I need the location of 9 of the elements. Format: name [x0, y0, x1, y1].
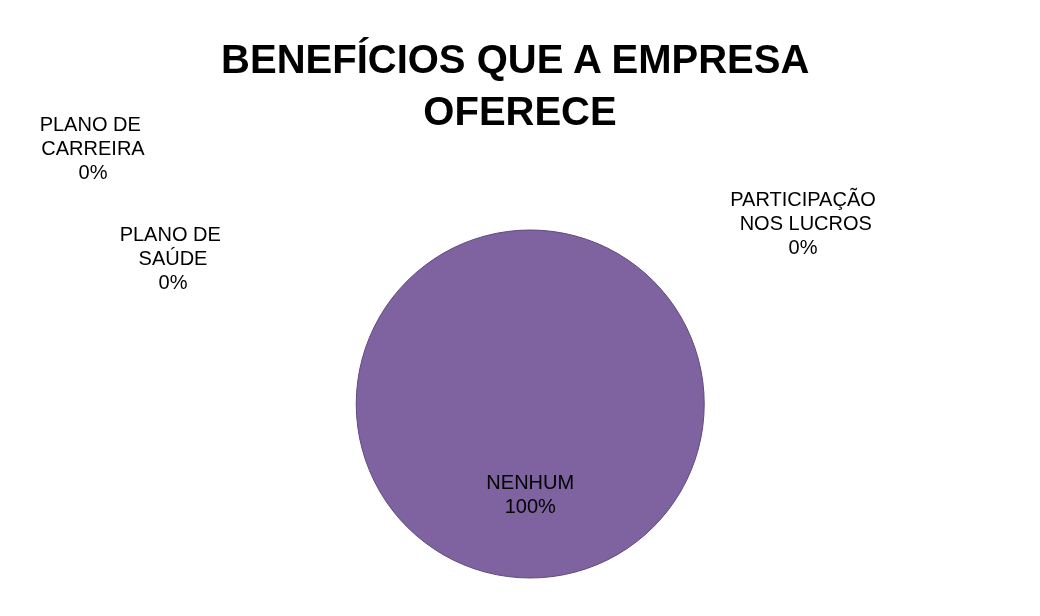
text: 0% — [78, 161, 108, 183]
category-label: PLANO DE CARREIRA — [39, 113, 145, 159]
data-label: 100% — [504, 495, 557, 517]
text: 0% — [158, 271, 188, 293]
chart-title: BENEFÍCIOS QUE A EMPRESA OFERECE — [221, 37, 819, 133]
slice-label: NENHUM — [486, 471, 575, 493]
text: 0% — [788, 236, 818, 258]
category-label: PARTICIPAÇÃO NOS LUCROS — [730, 188, 876, 234]
category-label: PLANO DE SAÚDE — [119, 223, 221, 269]
